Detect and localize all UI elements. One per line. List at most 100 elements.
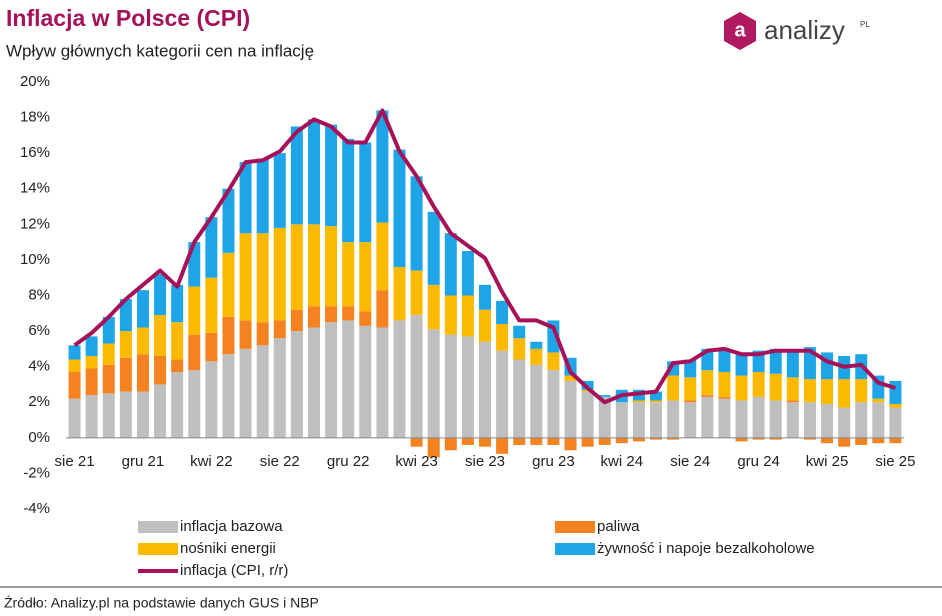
logo-suffix: PL <box>860 20 870 29</box>
bar-segment <box>530 437 543 445</box>
bar-segment <box>889 380 902 405</box>
bar-segment <box>410 437 423 447</box>
y-tick-label: 8% <box>28 286 50 303</box>
bar-segment <box>496 300 509 324</box>
bar-segment <box>872 398 885 403</box>
bar-segment <box>359 242 372 312</box>
bar-segment <box>188 286 201 335</box>
bar-segment <box>547 352 560 371</box>
y-tick-label: -2% <box>23 464 50 481</box>
bar-segment <box>701 395 714 397</box>
bar-segment <box>718 398 731 438</box>
bar-segment <box>154 315 167 356</box>
bar-segment <box>598 437 611 445</box>
bar-segment <box>581 437 594 447</box>
bar-segment <box>68 372 81 399</box>
legend-swatch <box>555 521 595 533</box>
chart-title: Inflacja w Polsce (CPI) <box>6 5 250 31</box>
bar-segment <box>136 354 149 392</box>
bar-segment <box>821 404 834 438</box>
bar-segment <box>786 377 799 401</box>
bar-segment <box>154 274 167 316</box>
x-tick-label: gru 24 <box>737 453 780 470</box>
bar-segment <box>803 347 816 380</box>
bar-segment <box>325 322 338 438</box>
bar-segment <box>530 341 543 349</box>
bar-segment <box>222 316 235 355</box>
legend-label: żywność i napoje bezalkoholowe <box>597 540 815 557</box>
bar-segment <box>376 222 389 291</box>
bar-segment <box>205 217 218 278</box>
y-tick-label: -4% <box>23 500 50 517</box>
bar-segment <box>290 126 303 225</box>
bar-segment <box>222 252 235 317</box>
bar-segment <box>290 224 303 310</box>
bar-segment <box>427 284 440 330</box>
bar-segment <box>85 395 98 438</box>
bar-segment <box>342 138 355 243</box>
bar-segment <box>444 334 457 438</box>
bar-segment <box>102 393 115 438</box>
bar-segment <box>205 332 218 362</box>
bar-segment <box>188 370 201 438</box>
bar-segment <box>444 233 457 296</box>
bar-segment <box>513 437 526 445</box>
bar-segment <box>479 437 491 447</box>
bar-segment <box>598 395 611 397</box>
bar-segment <box>461 336 474 438</box>
x-tick-label: sie 25 <box>875 453 915 470</box>
bar-segment <box>376 110 389 223</box>
bar-segment <box>872 437 885 444</box>
bar-segment <box>650 400 663 403</box>
bar-segment <box>376 290 389 328</box>
x-tick-label: sie 23 <box>465 453 505 470</box>
bar-segment <box>188 334 201 371</box>
bar-segment <box>786 400 799 403</box>
x-tick-label: kwi 24 <box>601 453 644 470</box>
bar-segment <box>667 437 680 440</box>
bar-segment <box>547 370 560 438</box>
bar-segment <box>273 227 286 321</box>
bar-segment <box>393 267 406 321</box>
bar-segment <box>769 437 782 440</box>
bar-segment <box>769 373 782 401</box>
legend-label: inflacja (CPI, r/r) <box>180 562 288 579</box>
bar-segment <box>136 290 149 328</box>
bar-segment <box>684 402 697 438</box>
bar-segment <box>119 391 132 438</box>
bar-segment <box>650 437 663 440</box>
bar-segment <box>205 277 218 333</box>
bar-segment <box>838 407 851 438</box>
bar-segment <box>273 320 286 339</box>
logo: a analizy PL <box>724 12 870 50</box>
bar-segment <box>752 396 765 438</box>
bar-segment <box>615 402 628 438</box>
bar-segment <box>273 153 286 228</box>
bar-segment <box>461 251 474 296</box>
bar-segment <box>376 327 389 438</box>
bar-segment <box>632 402 645 438</box>
bar-segment <box>307 306 320 328</box>
bar-segment <box>427 329 440 438</box>
logo-icon <box>724 12 756 50</box>
bar-segment <box>872 402 885 438</box>
bar-segment <box>684 377 697 401</box>
bar-segment <box>171 322 184 360</box>
bar-segment <box>239 233 252 321</box>
bar-segment <box>256 233 269 323</box>
x-tick-label: kwi 23 <box>395 453 438 470</box>
bar-segment <box>136 391 149 438</box>
legend-swatch <box>138 543 178 555</box>
bar-segment <box>718 396 731 399</box>
bar-segment <box>496 437 509 454</box>
legend-label: paliwa <box>597 518 640 535</box>
bar-segment <box>718 372 731 397</box>
x-tick-label: kwi 22 <box>190 453 233 470</box>
bar-segment <box>564 375 577 381</box>
bar-segment <box>632 437 645 442</box>
bar-segment <box>290 331 303 438</box>
bar-segment <box>256 158 269 234</box>
bar-segment <box>393 149 406 268</box>
y-tick-label: 20% <box>20 73 50 90</box>
legend-label: inflacja bazowa <box>180 518 283 535</box>
